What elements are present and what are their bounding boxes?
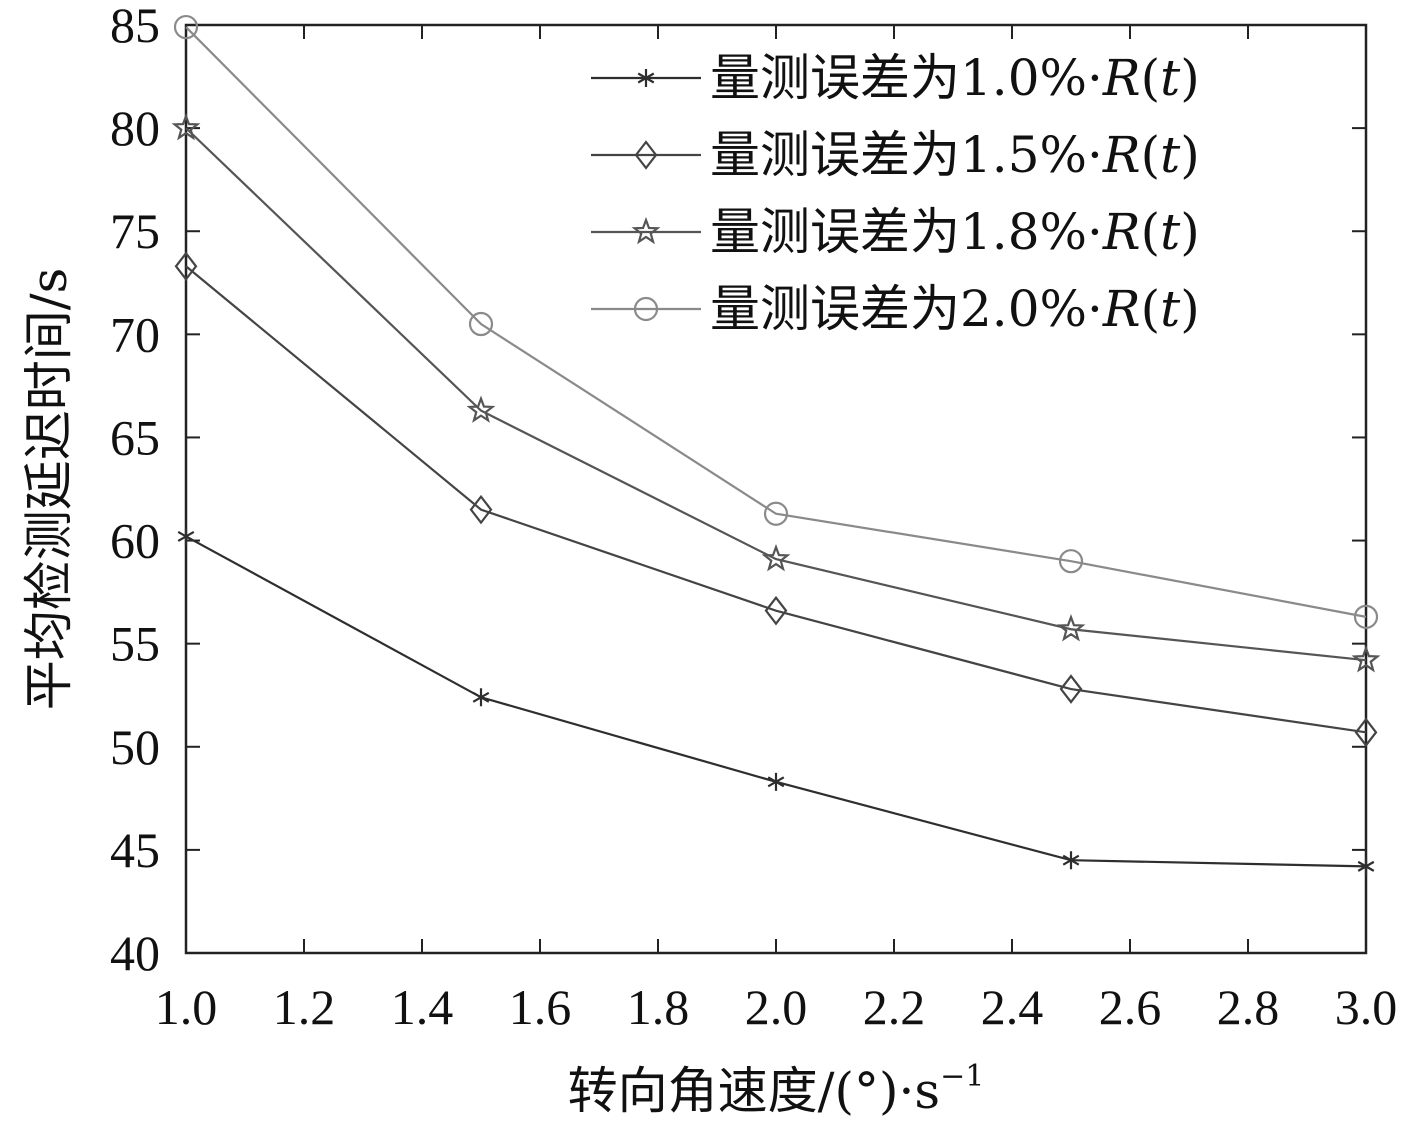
legend-label-func: R [1102,126,1141,184]
legend-marker-asterisk [637,69,655,87]
x-tick-label: 2.0 [745,979,808,1035]
data-point-asterisk [472,688,490,707]
data-point-diamond [764,595,788,626]
legend-label-arg: t [1160,280,1181,338]
legend-label-prefix: 量测误差为1.5%· [710,126,1103,184]
legend-label-paren-open: ( [1141,203,1161,261]
y-tick-label: 60 [110,513,160,569]
legend-label-paren-open: ( [1141,280,1161,338]
legend-item: 量测误差为2.0%·R(t) [591,280,1200,338]
data-point-circle [173,14,199,40]
legend-label-func: R [1102,49,1141,107]
data-point-star [761,543,791,572]
y-tick-label: 40 [110,925,160,981]
series-circle [173,14,1379,629]
series-star [171,112,1381,673]
legend-label-arg: t [1160,49,1181,107]
x-axis-title-superscript: −1 [940,1059,984,1094]
y-tick-label: 80 [110,100,160,156]
y-tick-label: 55 [110,616,160,672]
legend-label-func: R [1102,203,1141,261]
x-tick-label: 1.6 [509,979,572,1035]
data-point-asterisk [177,527,195,546]
legend-label-prefix: 量测误差为2.0%· [710,280,1103,338]
data-point-star [1351,644,1381,673]
data-point-circle [1353,604,1379,629]
data-point-circle [1058,549,1084,574]
data-point-star [466,395,496,423]
legend: 量测误差为1.0%·R(t)量测误差为1.5%·R(t)量测误差为1.8%·R(… [591,49,1200,338]
legend-marker-diamond [634,140,658,170]
legend-item: 量测误差为1.0%·R(t) [591,49,1200,107]
legend-label-paren-open: ( [1141,49,1161,107]
data-point-asterisk [767,772,785,791]
y-axis: 40 45 50 55 60 65 70 75 80 85 [110,0,1366,981]
data-point-diamond [469,494,493,525]
legend-label-paren-close: ) [1180,126,1200,184]
legend-label-prefix: 量测误差为1.0%· [710,49,1103,107]
legend-label-paren-close: ) [1180,203,1200,261]
legend-marker-circle [633,296,659,322]
data-point-diamond [174,251,198,282]
y-axis-title: 平均检测延迟时间/s [20,268,78,711]
legend-label-paren-close: ) [1180,49,1200,107]
data-point-star [1056,614,1086,642]
series-line [185,265,1367,734]
data-point-diamond [1059,674,1083,704]
legend-label-paren-open: ( [1141,126,1161,184]
legend-marker-star [631,216,661,245]
x-tick-label: 1.8 [627,979,690,1035]
legend-item: 量测误差为1.5%·R(t) [591,126,1200,184]
x-axis-title: 转向角速度/(°)·s−1 [568,1059,985,1120]
legend-label-arg: t [1160,203,1181,261]
legend-label: 量测误差为1.8%·R(t) [710,203,1200,261]
legend-label: 量测误差为1.5%·R(t) [710,126,1200,184]
series-diamond [174,251,1378,748]
y-tick-label: 85 [110,0,160,53]
data-point-diamond [1354,717,1378,748]
y-tick-label: 65 [110,409,160,465]
data-point-star [171,112,201,141]
legend-label-paren-close: ) [1180,280,1200,338]
legend-label: 量测误差为2.0%·R(t) [710,280,1200,338]
series-line [185,535,1367,868]
series-line [185,127,1367,662]
legend-item: 量测误差为1.8%·R(t) [591,203,1200,261]
y-tick-label: 50 [110,719,160,775]
x-tick-label: 2.4 [981,979,1044,1035]
y-tick-label: 45 [110,822,160,878]
x-tick-label: 1.4 [391,979,454,1035]
x-tick-label: 2.6 [1099,979,1162,1035]
y-tick-label: 70 [110,306,160,362]
data-point-circle [763,501,789,526]
x-tick-label: 2.2 [863,979,926,1035]
x-axis: 1.0 1.2 1.4 1.6 1.8 2.0 2.2 2.4 2.6 2.8 3.0 [155,25,1398,1035]
y-tick-label: 75 [110,203,160,259]
x-tick-label: 2.8 [1217,979,1280,1035]
x-tick-label: 1.0 [155,979,218,1035]
data-point-asterisk [1062,851,1080,870]
series-line [185,26,1367,618]
data-point-asterisk [1357,857,1375,876]
x-tick-label: 1.2 [273,979,336,1035]
data-point-circle [468,311,494,337]
legend-label-arg: t [1160,126,1181,184]
series-asterisk [177,527,1375,876]
series-layer [171,14,1381,876]
legend-label-func: R [1102,280,1141,338]
x-tick-label: 3.0 [1335,979,1398,1035]
legend-label: 量测误差为1.0%·R(t) [710,49,1200,107]
legend-label-prefix: 量测误差为1.8%· [710,203,1103,261]
